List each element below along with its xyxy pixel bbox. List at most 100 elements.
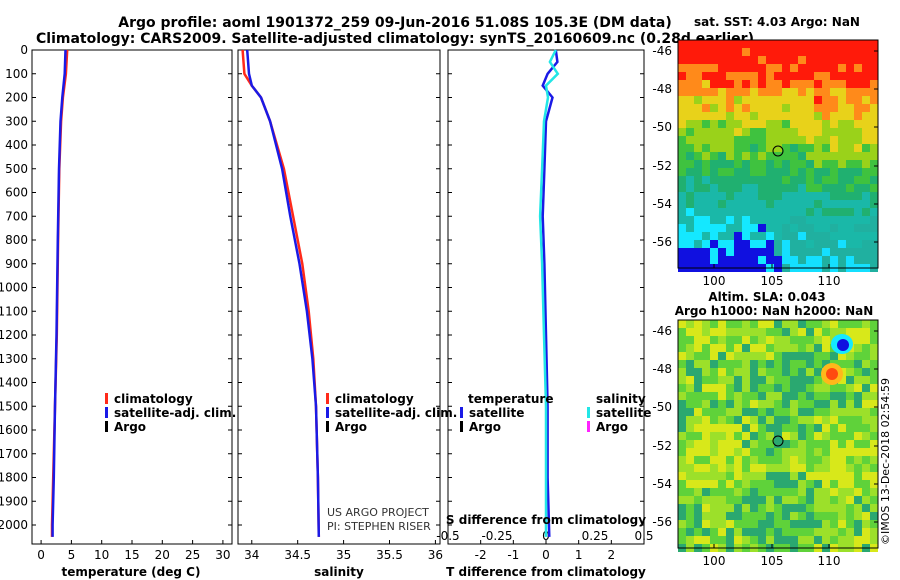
map-cell [838, 128, 846, 136]
map-cell [742, 424, 750, 432]
map-cell [758, 496, 766, 504]
map-cell [694, 88, 702, 96]
map-cell [862, 368, 870, 376]
map-cell [766, 88, 774, 96]
map-cell [846, 80, 854, 88]
map-cell [734, 176, 742, 184]
map-cell [782, 256, 790, 264]
map-cell [870, 328, 878, 336]
map-cell [814, 56, 822, 64]
map-cell [806, 256, 814, 264]
map-cell [838, 200, 846, 208]
map-cell [814, 136, 822, 144]
map-cell [830, 400, 838, 408]
map-cell [798, 104, 806, 112]
map-cell [726, 328, 734, 336]
map-cell [862, 120, 870, 128]
map-cell [806, 416, 814, 424]
map-cell [686, 496, 694, 504]
map-cell [686, 40, 694, 48]
map-cell [734, 128, 742, 136]
map-cell [726, 384, 734, 392]
map-cell [814, 472, 822, 480]
map-cell [766, 256, 774, 264]
map-cell [726, 408, 734, 416]
map-cell [806, 128, 814, 136]
map-cell [718, 440, 726, 448]
map-cell [686, 528, 694, 536]
map-cell [854, 336, 862, 344]
map-cell [702, 360, 710, 368]
map-cell [870, 344, 878, 352]
map-cell [838, 152, 846, 160]
map-cell [870, 536, 878, 544]
map-cell [846, 472, 854, 480]
map-cell [822, 360, 830, 368]
map-cell [766, 168, 774, 176]
map-cell [782, 128, 790, 136]
map-cell [814, 168, 822, 176]
map-cell [790, 72, 798, 80]
map-cell [862, 344, 870, 352]
map-cell [686, 120, 694, 128]
map-cell [798, 152, 806, 160]
map-cell [814, 536, 822, 544]
map-cell [822, 464, 830, 472]
map-cell [702, 128, 710, 136]
map-cell [702, 72, 710, 80]
map-cell [838, 512, 846, 520]
map-cell [766, 360, 774, 368]
map-cell [734, 448, 742, 456]
map-cell [870, 144, 878, 152]
map-cell [830, 160, 838, 168]
map-cell [798, 496, 806, 504]
map-cell [862, 40, 870, 48]
map-cell [750, 232, 758, 240]
map-cell [790, 536, 798, 544]
map-cell [710, 248, 718, 256]
map-cell [790, 344, 798, 352]
map-cell [766, 184, 774, 192]
legend-swatch-argo [326, 421, 329, 432]
difference-panel: -2 -1 0 1 2-0.5 -0.25 0 0.25 0.5 [436, 49, 654, 562]
map-cell [790, 432, 798, 440]
map-cell [774, 472, 782, 480]
map-cell [774, 464, 782, 472]
map-cell [742, 152, 750, 160]
map-cell [750, 168, 758, 176]
sla-eddy-warm-core [826, 368, 838, 380]
map-cell [718, 40, 726, 48]
map-cell [798, 512, 806, 520]
map-cell [822, 456, 830, 464]
map-cell [718, 112, 726, 120]
map-cell [862, 232, 870, 240]
map-cell [814, 40, 822, 48]
map-cell [814, 456, 822, 464]
map-cell [718, 368, 726, 376]
map-cell [678, 400, 686, 408]
map-cell [750, 456, 758, 464]
map-cell [814, 256, 822, 264]
map-cell [750, 208, 758, 216]
map-cell [702, 440, 710, 448]
map-cell [742, 456, 750, 464]
map-cell [742, 208, 750, 216]
map-cell [814, 384, 822, 392]
map-cell [726, 64, 734, 72]
map-cell [766, 48, 774, 56]
map-cell [702, 248, 710, 256]
map-cell [838, 320, 846, 328]
map-cell [686, 80, 694, 88]
map-cell [678, 432, 686, 440]
map-cell [798, 96, 806, 104]
map-cell [678, 152, 686, 160]
map-cell [870, 208, 878, 216]
map-cell [790, 248, 798, 256]
map-cell [854, 176, 862, 184]
map-cell [694, 200, 702, 208]
map-cell [814, 72, 822, 80]
x-tick-label: 0 [37, 548, 45, 562]
map-cell [782, 144, 790, 152]
map-cell [742, 504, 750, 512]
map-cell [750, 448, 758, 456]
